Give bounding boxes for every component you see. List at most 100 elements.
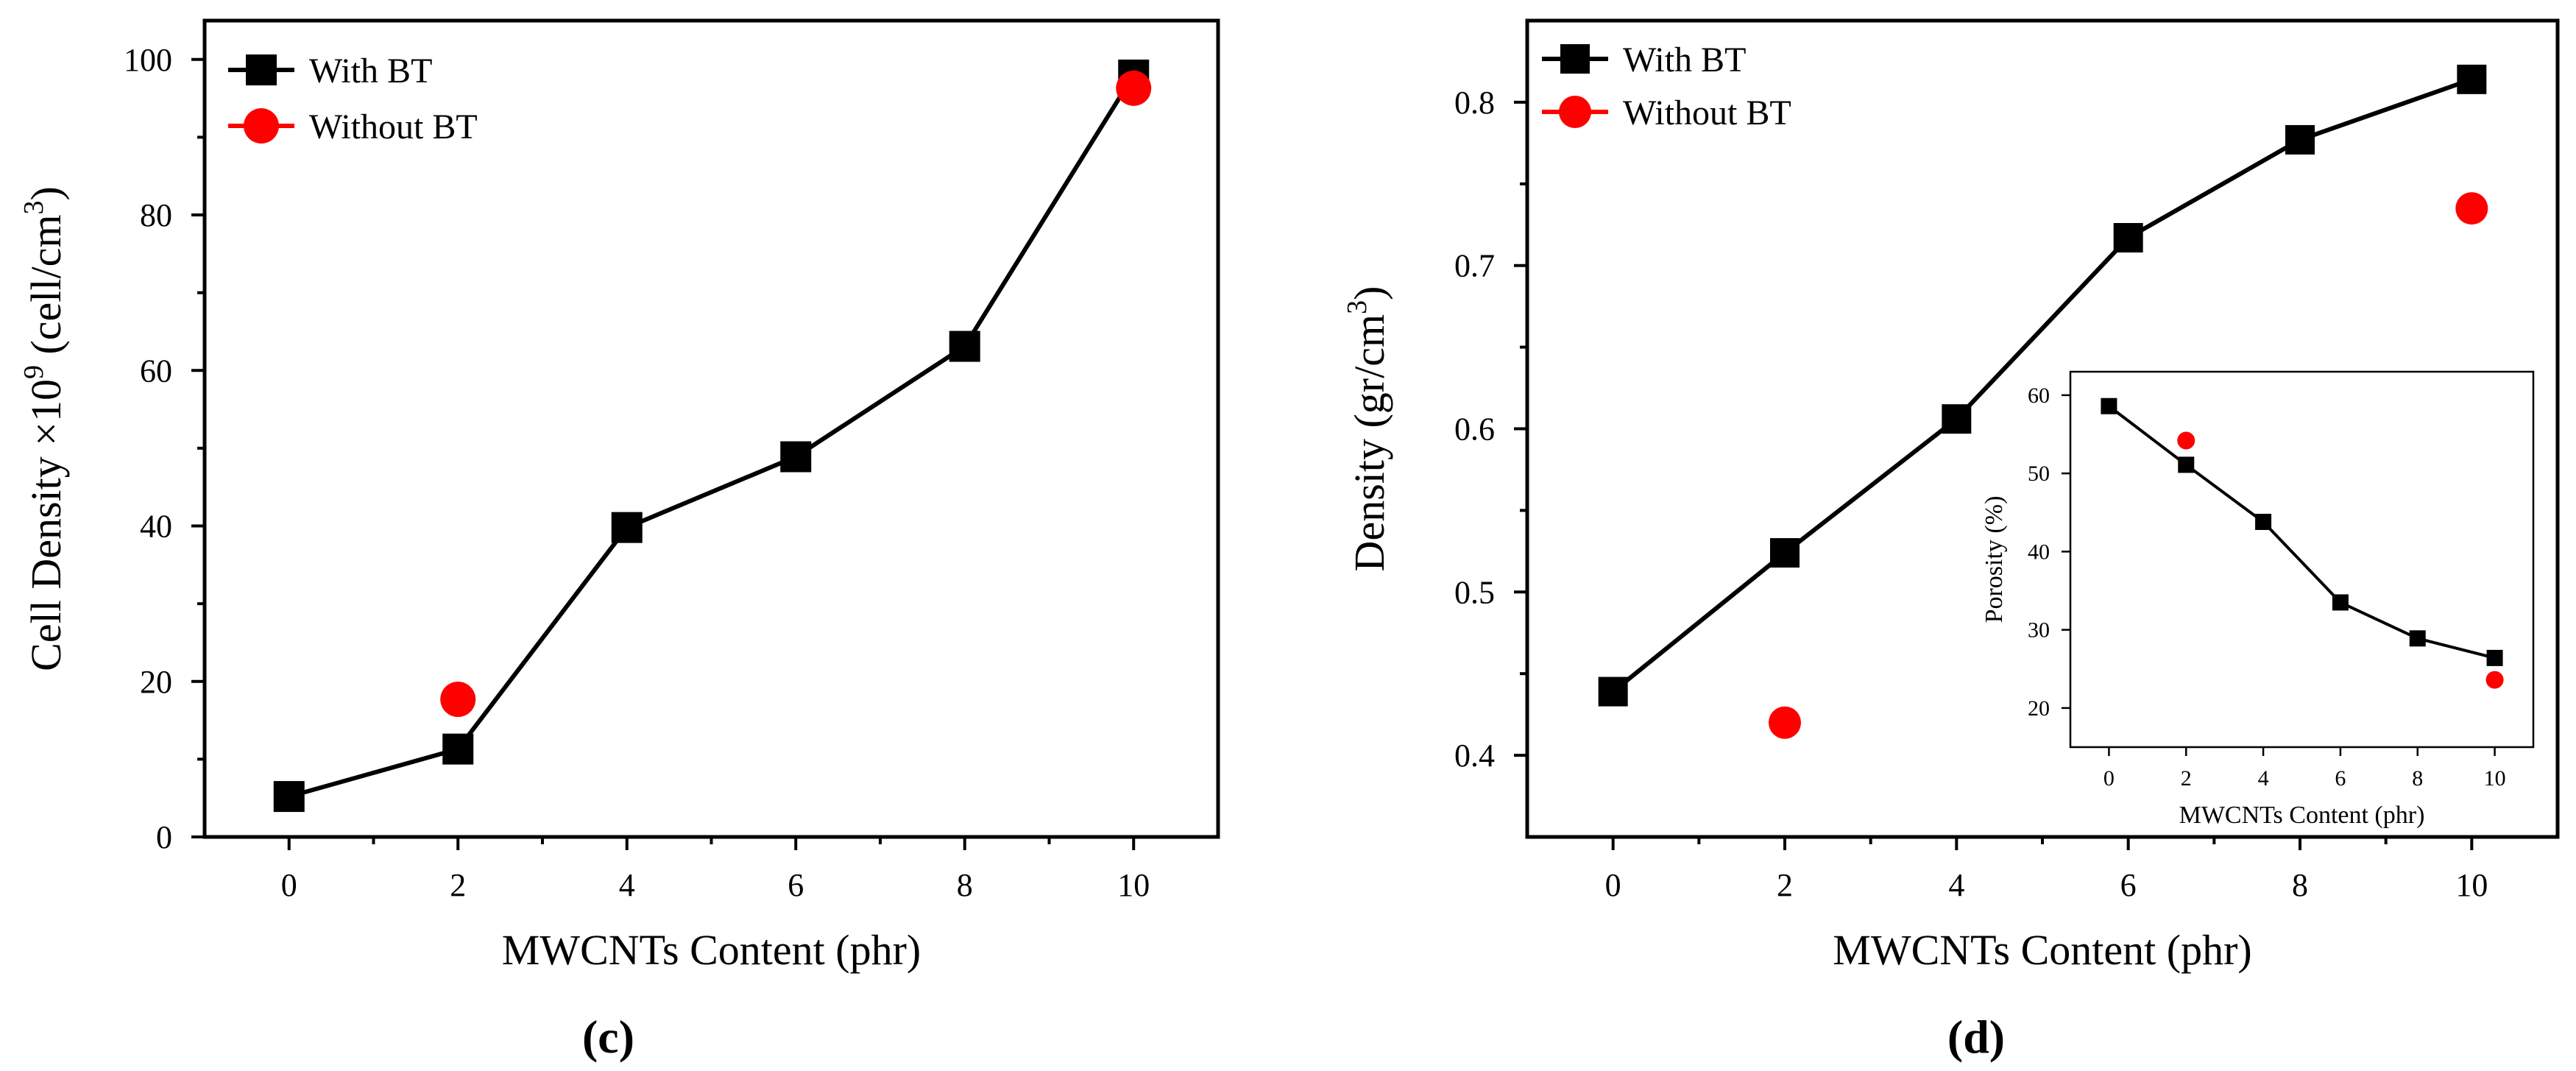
- legend: With BT Without BT: [1542, 40, 1791, 132]
- data-point-square: [2285, 124, 2315, 155]
- data-point-circle: [2455, 192, 2488, 225]
- x-axis-title: MWCNTs Content (phr): [502, 926, 921, 974]
- series-without-bt: [2177, 431, 2504, 689]
- data-point-circle: [2485, 671, 2504, 689]
- y-axis-title-part: ): [1345, 286, 1393, 300]
- x-tick-label: 10: [2484, 766, 2506, 791]
- x-tick-label: 0: [2103, 766, 2115, 791]
- x-tick-label: 0: [1605, 867, 1621, 903]
- series-line: [1611, 77, 2473, 693]
- x-tick-label: 2: [1777, 867, 1793, 903]
- y-axis: 0 20 40 60 80 100: [124, 42, 205, 855]
- series-line: [288, 74, 1136, 799]
- chart-panel-d: 0 2 4 6 8 10 0.4 0.5 0.6 0.7 0.8 With BT Without BT M…: [1342, 18, 2560, 1063]
- y-axis-title-superscript: 3: [18, 201, 49, 215]
- y-tick-label: 60: [140, 353, 172, 389]
- y-tick-label: 60: [2028, 383, 2050, 408]
- legend-label: With BT: [1623, 40, 1746, 79]
- y-tick-label: 80: [140, 197, 172, 233]
- x-tick-label: 6: [2335, 766, 2346, 791]
- y-tick-label: 0.6: [1454, 411, 1495, 448]
- legend-item: Without BT: [1542, 93, 1791, 132]
- x-tick-label: 8: [2292, 867, 2308, 903]
- plot-frame: [2069, 370, 2535, 749]
- data-point-square: [1942, 404, 1972, 434]
- y-axis: 0.4 0.5 0.6 0.7 0.8: [1454, 85, 1527, 774]
- data-point-square: [273, 781, 305, 813]
- y-tick-label: 0.4: [1454, 738, 1495, 774]
- data-point-circle: [1116, 70, 1152, 106]
- y-tick-label: 0.7: [1454, 248, 1495, 284]
- y-tick-label: 40: [140, 509, 172, 545]
- data-point-square: [2409, 630, 2426, 647]
- data-point-square: [1770, 538, 1800, 568]
- legend-marker-square: [1560, 44, 1590, 74]
- y-axis-title-part: ): [22, 186, 70, 200]
- y-axis-title-part: (cell/cm: [22, 215, 70, 366]
- legend: With BT Without BT: [228, 52, 478, 146]
- series-without-bt: [440, 70, 1152, 718]
- y-tick-label: 30: [2028, 618, 2050, 643]
- data-point-circle: [440, 682, 476, 718]
- series-with-bt: [2101, 397, 2503, 666]
- x-tick-label: 8: [2412, 766, 2423, 791]
- x-axis: 0 2 4 6 8 10: [1605, 837, 2488, 903]
- panel-label: (c): [582, 1011, 634, 1063]
- data-point-square: [2255, 514, 2272, 530]
- series-with-bt: [273, 59, 1150, 813]
- data-point-square: [1598, 676, 1628, 707]
- x-tick-label: 2: [2181, 766, 2192, 791]
- y-axis-title-part: Cell Density ×10: [22, 379, 70, 671]
- x-tick-label: 6: [788, 867, 804, 903]
- data-point-square: [2113, 222, 2143, 252]
- legend-label: With BT: [309, 52, 432, 91]
- data-point-square: [780, 441, 812, 473]
- data-point-circle: [1769, 706, 1801, 739]
- x-tick-label: 4: [2258, 766, 2269, 791]
- y-tick-label: 50: [2028, 462, 2050, 486]
- y-axis-title-superscript: 3: [1342, 300, 1373, 314]
- data-point-circle: [2177, 431, 2195, 450]
- x-tick-label: 8: [957, 867, 973, 903]
- x-tick-label: 10: [2455, 867, 2488, 903]
- legend-item: With BT: [228, 52, 432, 91]
- series-line: [2108, 405, 2496, 660]
- y-tick-label: 40: [2028, 540, 2050, 564]
- inset-y-axis-title: Porosity (%): [1981, 496, 2008, 623]
- x-tick-label: 0: [281, 867, 297, 903]
- data-point-square: [442, 733, 474, 765]
- x-tick-label: 10: [1117, 867, 1150, 903]
- y-tick-label: 100: [124, 42, 172, 78]
- x-tick-label: 6: [2120, 867, 2137, 903]
- y-tick-label: 0.8: [1454, 85, 1495, 121]
- legend-marker-square: [246, 54, 277, 85]
- data-point-square: [2178, 456, 2195, 473]
- y-tick-label: 20: [2028, 696, 2050, 721]
- y-tick-label: 0.5: [1454, 574, 1495, 610]
- series-without-bt: [1769, 192, 2488, 739]
- data-point-square: [949, 331, 980, 362]
- data-point-square: [2457, 64, 2487, 94]
- y-tick-label: 20: [140, 664, 172, 700]
- y-axis-title: Density (gr/cm3​): [1342, 286, 1393, 572]
- inset-chart: 0 2 4 6 8 10 20 30 40 50 60 MWCNTs Content (phr) Por…: [1981, 370, 2535, 829]
- y-axis: 20 30 40 50 60: [2028, 383, 2070, 721]
- legend-label: Without BT: [309, 107, 478, 146]
- y-axis-title: Cell Density ×109​ (cell/cm3​): [18, 186, 70, 671]
- x-tick-label: 4: [1948, 867, 1964, 903]
- data-point-square: [2332, 594, 2349, 611]
- x-axis-title: MWCNTs Content (phr): [1833, 926, 2251, 974]
- series-with-bt: [1598, 64, 2487, 707]
- legend-item: Without BT: [228, 107, 478, 146]
- legend-item: With BT: [1542, 40, 1746, 79]
- y-tick-label: 0: [156, 819, 172, 855]
- legend-label: Without BT: [1623, 93, 1791, 132]
- panel-label: (d): [1947, 1011, 2005, 1063]
- x-axis: 0 2 4 6 8 10: [281, 837, 1150, 903]
- x-tick-label: 4: [619, 867, 635, 903]
- legend-marker-circle: [244, 108, 279, 144]
- data-point-square: [611, 512, 643, 543]
- y-axis-title-superscript: 9: [18, 365, 49, 379]
